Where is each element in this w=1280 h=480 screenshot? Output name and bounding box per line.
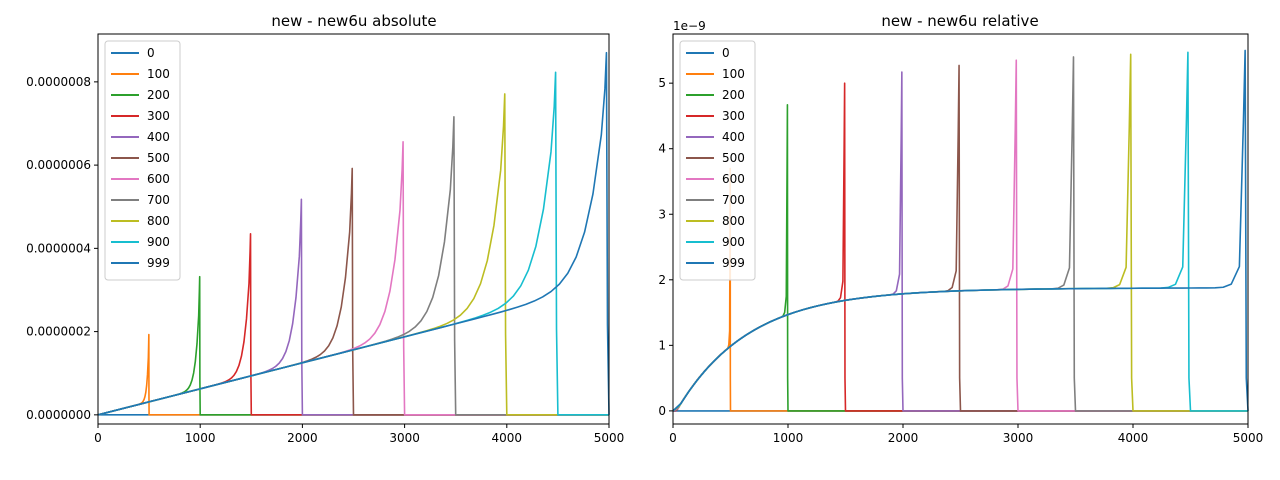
right-x-tick-label: 0 <box>669 431 677 445</box>
right-legend-label-400: 400 <box>722 130 745 144</box>
right-legend-label-100: 100 <box>722 67 745 81</box>
right-chart-scale-label: 1e−9 <box>673 19 706 33</box>
right-chart-legend: 0 100 200 300 400 500 600 700 800 900 999 <box>679 40 756 281</box>
left-legend-label-800: 800 <box>147 214 170 228</box>
right-x-tick-label: 4000 <box>1118 431 1149 445</box>
right-legend-label-700: 700 <box>722 193 745 207</box>
right-y-tick-label: 3 <box>658 207 666 221</box>
left-x-tick-label: 3000 <box>389 431 420 445</box>
right-x-tick-label: 2000 <box>888 431 919 445</box>
right-legend-label-300: 300 <box>722 109 745 123</box>
right-legend-label-999: 999 <box>722 256 745 270</box>
right-series-line-999 <box>672 49 1249 412</box>
left-x-tick-label: 2000 <box>287 431 318 445</box>
left-chart-legend: 0 100 200 300 400 500 600 700 800 900 999 <box>104 40 181 281</box>
left-legend-label-300: 300 <box>147 109 170 123</box>
left-legend-label-200: 200 <box>147 88 170 102</box>
right-chart-lines <box>672 49 1249 412</box>
right-legend-label-200: 200 <box>722 88 745 102</box>
right-x-tick-label: 1000 <box>773 431 804 445</box>
left-y-tick-label: 0.0000004 <box>26 241 91 255</box>
left-chart-axes-frame <box>97 33 610 425</box>
left-chart-ticks: 0 1000 2000 3000 4000 5000 0.0000000 0.0000002 0… <box>26 75 624 445</box>
left-legend-label-100: 100 <box>147 67 170 81</box>
left-x-tick-label: 4000 <box>492 431 523 445</box>
right-legend-label-0: 0 <box>722 46 730 60</box>
left-y-tick-label: 0.0000006 <box>26 158 91 172</box>
left-x-tick-label: 5000 <box>594 431 625 445</box>
right-chart-ticks: 0 1000 2000 3000 4000 5000 0 1 2 3 4 5 <box>658 76 1263 445</box>
right-y-tick-label: 5 <box>658 76 666 90</box>
right-chart-title: new - new6u relative <box>881 12 1038 30</box>
left-chart-lines <box>97 51 610 416</box>
right-y-tick-label: 0 <box>658 404 666 418</box>
left-series-line-999 <box>97 51 610 416</box>
right-legend-label-500: 500 <box>722 151 745 165</box>
left-y-tick-label: 0.0000002 <box>26 325 91 339</box>
left-legend-label-999: 999 <box>147 256 170 270</box>
right-y-tick-label: 1 <box>658 338 666 352</box>
right-chart-axes-frame <box>672 33 1249 425</box>
right-chart-panel: new - new6u relative 1e−9 0 1000 2000 3000 4… <box>658 12 1263 445</box>
left-x-tick-label: 1000 <box>185 431 216 445</box>
left-y-tick-label: 0.0000008 <box>26 75 91 89</box>
right-legend-label-800: 800 <box>722 214 745 228</box>
left-legend-label-700: 700 <box>147 193 170 207</box>
left-chart-panel: new - new6u absolute 0 1000 2000 3000 4000 50… <box>26 12 624 445</box>
right-legend-label-600: 600 <box>722 172 745 186</box>
right-x-tick-label: 3000 <box>1003 431 1034 445</box>
left-legend-label-500: 500 <box>147 151 170 165</box>
left-legend-label-400: 400 <box>147 130 170 144</box>
left-y-tick-label: 0.0000000 <box>26 408 91 422</box>
right-y-tick-label: 2 <box>658 273 666 287</box>
right-x-tick-label: 5000 <box>1233 431 1264 445</box>
left-x-tick-label: 0 <box>94 431 102 445</box>
left-legend-label-600: 600 <box>147 172 170 186</box>
right-y-tick-label: 4 <box>658 142 666 156</box>
left-legend-label-900: 900 <box>147 235 170 249</box>
left-legend-label-0: 0 <box>147 46 155 60</box>
right-legend-label-900: 900 <box>722 235 745 249</box>
left-chart-title: new - new6u absolute <box>271 12 436 30</box>
